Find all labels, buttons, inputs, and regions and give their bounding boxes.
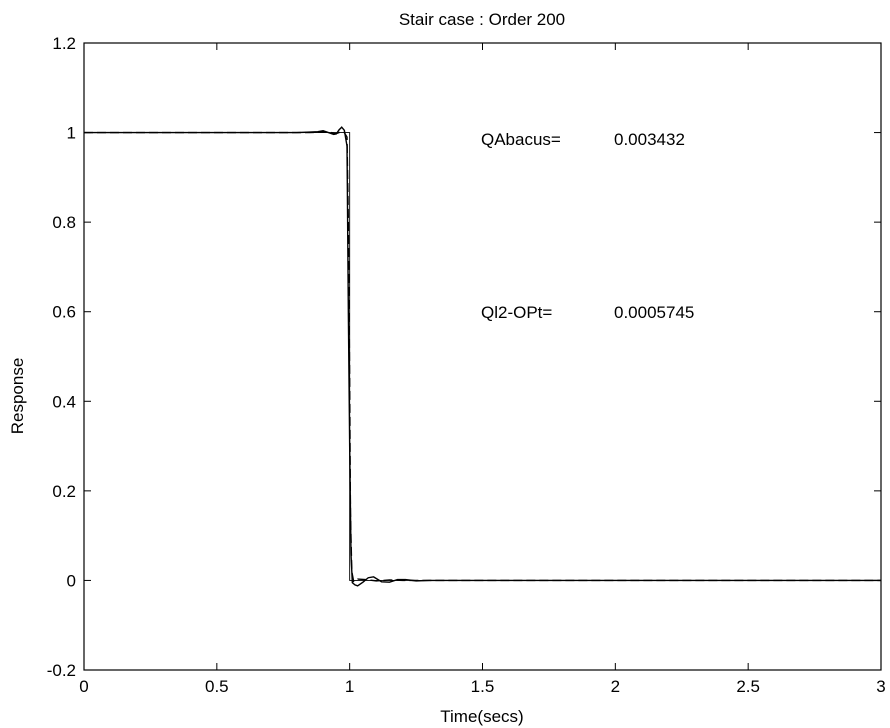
y-tick-label: 1 [67,124,76,143]
annotation-qabacus: QAbacus= 0.003432 [481,130,685,149]
annotation-qabacus-label: QAbacus= [481,130,561,149]
series-line-solid [84,126,881,587]
annotation-ql2-opt: Ql2-OPt= 0.0005745 [481,303,694,322]
annotation-ql2-opt-value: 0.0005745 [614,303,694,322]
y-axis-label: Response [8,358,27,435]
series-line-dashed [84,130,881,583]
y-axis-label-text: Response [8,358,27,435]
annotation-qabacus-value: 0.003432 [614,130,685,149]
x-tick-label: 1.5 [471,677,495,696]
y-tick-label: 1.2 [52,34,76,53]
x-tick-label: 1 [345,677,354,696]
x-tick-label: 0 [79,677,88,696]
series-line-ideal [84,132,881,581]
chart-title: Stair case : Order 200 [399,10,565,29]
axis-ticks: 0 0.5 1 1.5 2 2.5 3-0.200.20.40.60.811.2 [47,34,886,696]
x-tick-label: 0.5 [205,677,229,696]
x-tick-label: 2.5 [736,677,760,696]
y-tick-label: 0 [67,571,76,590]
y-tick-label: 0.2 [52,482,76,501]
y-tick-label: 0.8 [52,213,76,232]
y-tick-label: 0.6 [52,303,76,322]
annotation-ql2-opt-label: Ql2-OPt= [481,303,552,322]
x-tick-label: 3 [876,677,885,696]
y-tick-label: 0.4 [52,392,76,411]
series-group [84,126,881,587]
x-axis-label: Time(secs) [440,707,523,726]
x-tick-label: 2 [611,677,620,696]
y-tick-label: -0.2 [47,661,76,680]
